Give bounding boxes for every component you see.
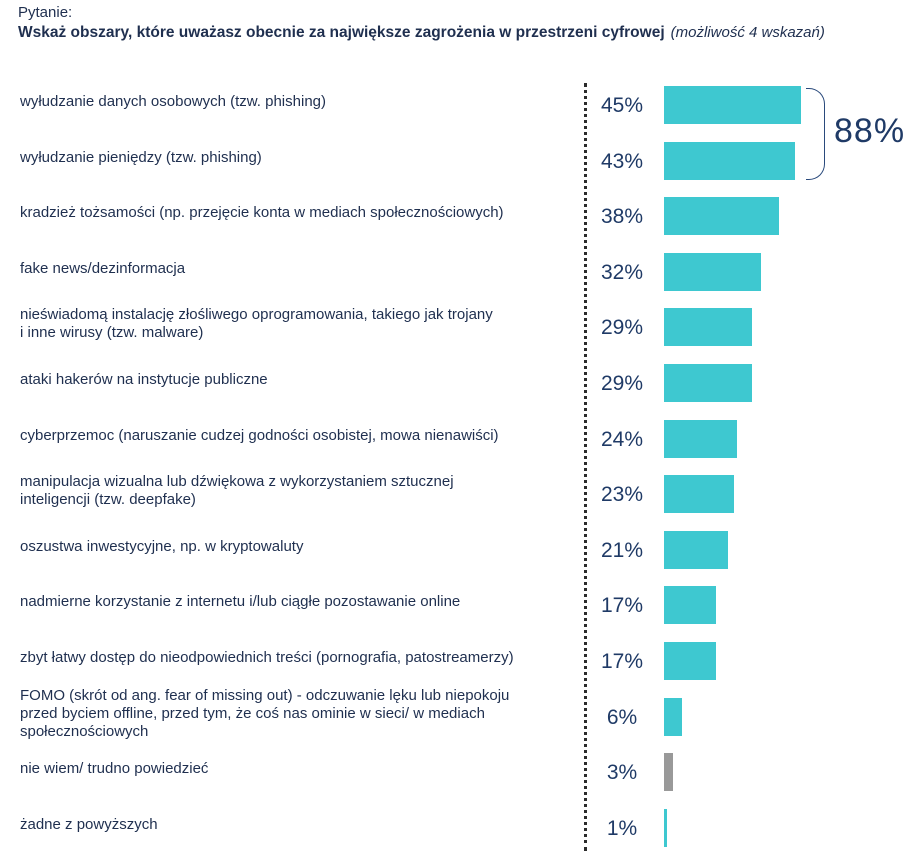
- phishing-bracket: [806, 88, 825, 180]
- category-label: wyłudzanie danych osobowych (tzw. phishi…: [20, 93, 326, 110]
- category-label: nie wiem/ trudno powiedzieć: [20, 760, 209, 778]
- value-label: 32%: [600, 260, 644, 284]
- value-label: 38%: [600, 205, 644, 229]
- bar: [664, 586, 716, 625]
- value-label: 43%: [600, 149, 644, 173]
- value-label: 3%: [606, 761, 638, 785]
- bar: [664, 808, 668, 847]
- bar: [664, 364, 752, 402]
- question-text: Wskaż obszary, które uważasz obecnie za …: [18, 24, 825, 42]
- value-label: 24%: [600, 427, 644, 451]
- value-label: 45%: [600, 94, 644, 117]
- bar: [664, 697, 683, 736]
- category-label: fake news/dezinformacja: [20, 259, 186, 277]
- category-label: FOMO (skrót od ang. fear of missing out)…: [20, 686, 510, 740]
- question-title: Wskaż obszary, które uważasz obecnie za …: [18, 24, 665, 41]
- bar: [664, 753, 674, 792]
- bar: [664, 308, 752, 347]
- bar: [664, 642, 716, 680]
- category-label: oszustwa inwestycyjne, np. w kryptowalut…: [20, 537, 304, 555]
- category-label: cyberprzemoc (naruszanie cudzej godności…: [20, 426, 499, 444]
- phishing-total: 88%: [834, 112, 906, 150]
- bar: [664, 252, 762, 291]
- value-label: 29%: [600, 316, 644, 340]
- bar: [664, 419, 737, 458]
- category-label: kradzież tożsamości (np. przejęcie konta…: [20, 204, 504, 222]
- value-label: 17%: [600, 594, 644, 618]
- question-hint: (możliwość 4 wskazań): [670, 24, 825, 41]
- bar: [664, 141, 795, 180]
- bar: [664, 530, 728, 569]
- question-label: Pytanie:: [18, 4, 73, 21]
- bar: [664, 86, 801, 124]
- category-label: ataki hakerów na instytucje publiczne: [20, 371, 268, 388]
- category-label: wyłudzanie pieniędzy (tzw. phishing): [20, 148, 262, 166]
- value-label: 6%: [606, 705, 638, 729]
- category-label: żadne z powyższych: [20, 815, 158, 833]
- category-label: zbyt łatwy dostęp do nieodpowiednich tre…: [20, 649, 514, 666]
- value-label: 29%: [600, 372, 644, 395]
- category-label: nieświadomą instalację złośliwego oprogr…: [20, 306, 493, 342]
- value-label: 1%: [606, 816, 638, 840]
- bar: [664, 197, 780, 236]
- chart-divider: [584, 83, 587, 851]
- value-label: 23%: [600, 483, 644, 507]
- bar: [664, 475, 734, 514]
- value-label: 17%: [600, 650, 644, 673]
- category-label: manipulacja wizualna lub dźwiękowa z wyk…: [20, 473, 454, 509]
- category-label: nadmierne korzystanie z internetu i/lub …: [20, 593, 461, 611]
- value-label: 21%: [600, 538, 644, 562]
